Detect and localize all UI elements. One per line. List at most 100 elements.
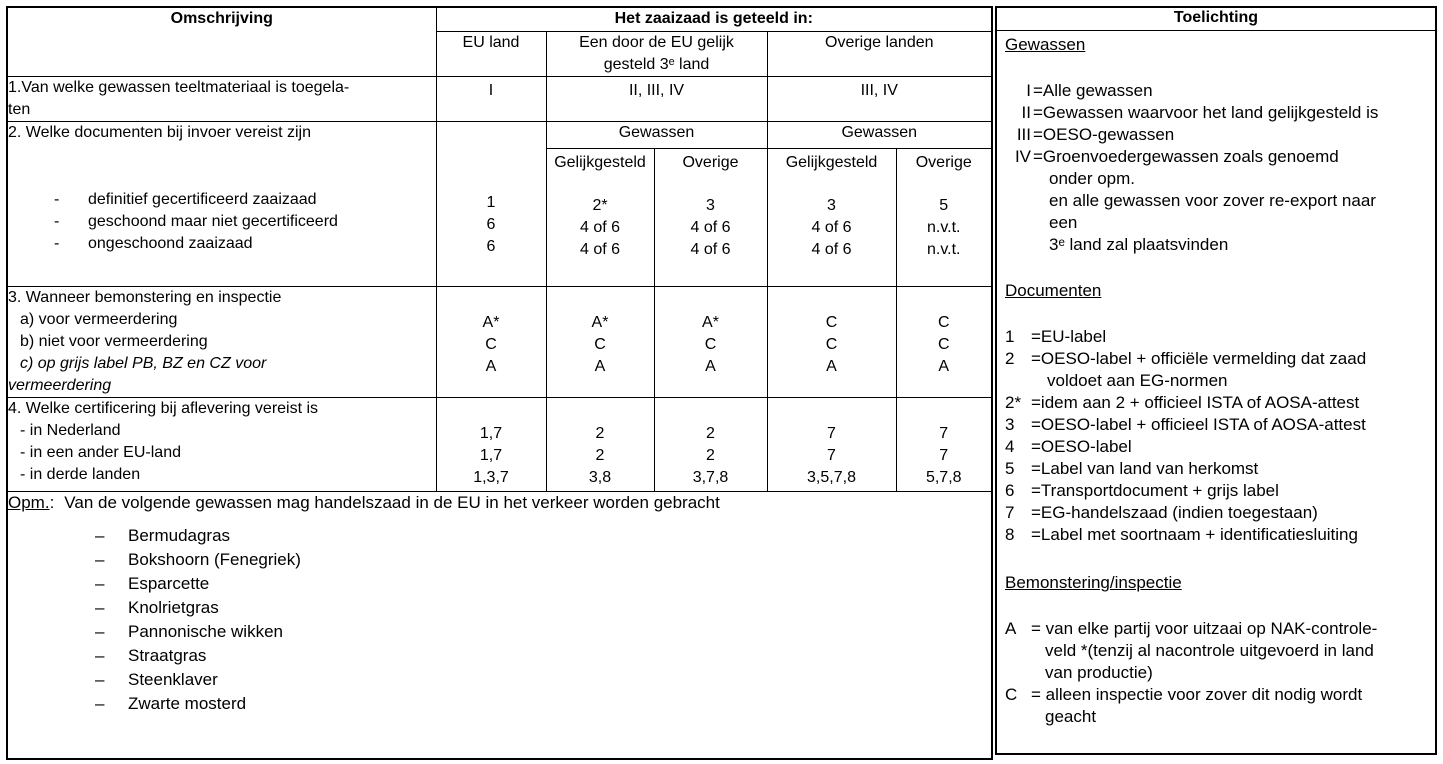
legend-line: 3ᵉ land zal plaatsvinden [1005, 234, 1429, 256]
legend-line: III =OESO-gewassen [1005, 124, 1429, 146]
cell-value: n.v.t. [927, 240, 961, 258]
bemonstering-legend-lines: A = van elke partij voor uitzaai op NAK-c… [1005, 618, 1429, 728]
subheader-gelijkgesteld: Gelijkgesteld [554, 153, 646, 171]
cell-value: 4 of 6 [811, 218, 852, 236]
row2-cell-other-gelijkgesteld: Gelijkgesteld 3 4 of 6 4 of 6 [766, 147, 897, 287]
subheader-gelijkgesteld: Gelijkgesteld [785, 153, 878, 171]
cell-value: A [826, 357, 837, 375]
value-stack: 1,7 1,7 1,3,7 [437, 398, 545, 489]
legend-definition: onder opm. [1049, 169, 1135, 188]
row2-item-label: geschoond maar niet gecertificeerd [88, 212, 338, 230]
row3-value-eu: A* C A [435, 285, 547, 398]
dash-bullet: – [95, 525, 105, 545]
dash-bullet: - [54, 190, 60, 208]
opm-crop-item: – Bokshoorn (Fenegriek) [8, 548, 991, 572]
opm-colon: : [49, 492, 55, 512]
legend-line: 8 =Label met soortnaam + identificatieslu… [1005, 524, 1429, 546]
legend-definition: =EU-label [1031, 327, 1107, 346]
cell-value: C [937, 335, 950, 353]
legend-line: veld *(tenzij al nacontrole uitgevoerd i… [1005, 640, 1429, 662]
row2-cell-other-overige: Overige 5 n.v.t. n.v.t. [895, 147, 993, 287]
opm-crop-item: – Pannonische wikken [8, 620, 991, 644]
row3-lines: a) voor vermeerdering b) niet voor vermee… [8, 309, 435, 397]
description-line: 1.Van welke gewassen teeltmateriaal is t… [8, 78, 350, 96]
legend-line: geacht [1005, 706, 1429, 728]
value-stack: 5 n.v.t. n.v.t. [897, 195, 991, 261]
legend-line: 4 =OESO-label [1005, 436, 1429, 458]
column-header-equivalent-third-country: Een door de EU gelijk gesteld 3ᵉ land [545, 30, 768, 77]
cell-value: 2 [595, 424, 605, 442]
legend-line: I =Alle gewassen [1005, 80, 1429, 102]
cell-value: 6 [486, 215, 496, 233]
subheader-overige: Overige [682, 153, 739, 171]
cell-value: 3 [827, 196, 836, 214]
legend-term [1005, 212, 1031, 234]
legend-definition: =idem aan 2 + officieel ISTA of AOSA-att… [1031, 393, 1360, 412]
legend-term [1005, 190, 1031, 212]
cell-value: A* [482, 313, 500, 331]
row2-cell-equiv-gelijkgesteld: Gelijkgesteld 2* 4 of 6 4 of 6 [545, 147, 655, 287]
value-stack: 7 7 5,7,8 [897, 398, 991, 489]
row1-value-eu: I [435, 75, 547, 122]
dash-bullet: – [95, 669, 105, 689]
row4-title: 4. Welke certificering bij aflevering ve… [8, 399, 319, 417]
crop-name: Bokshoorn (Fenegriek) [128, 549, 301, 569]
row2-title: 2. Welke documenten bij invoer vereist z… [8, 123, 311, 141]
row1-description: 1.Van welke gewassen teeltmateriaal is t… [6, 75, 437, 122]
cell-value: 7 [939, 424, 949, 442]
legend-definition: =Transportdocument + grijs label [1031, 481, 1279, 500]
opm-crop-item: – Knolrietgras [8, 596, 991, 620]
column-header-omschrijving: Omschrijving [6, 6, 437, 77]
cell-value: 7 [827, 446, 836, 464]
cell-value: C [825, 335, 838, 353]
legend-definition: =Gewassen waarvoor het land gelijkgestel… [1033, 103, 1379, 122]
section-heading-documenten: Documenten [1005, 281, 1102, 300]
crop-name: Straatgras [128, 645, 207, 665]
crop-name: Steenklaver [128, 669, 218, 689]
legend-definition: een [1049, 213, 1078, 232]
toelichting-panel: Toelichting Gewassen I =Alle gewassen II =… [995, 6, 1437, 755]
cell-value: 5 [939, 196, 949, 214]
opm-crop-item: – Zwarte mosterd [8, 692, 991, 716]
value-stack: 2* 4 of 6 4 of 6 [547, 195, 653, 261]
cell-value: 1,7 [479, 424, 503, 442]
legend-term: 5 [1005, 459, 1015, 478]
gewassen-header-equivalent: Gewassen [545, 120, 768, 149]
cell-value: 4 of 6 [690, 218, 731, 236]
legend-line: 2* =idem aan 2 + officieel ISTA of AOSA-a… [1005, 392, 1429, 414]
legend-line: IV =Groenvoedergewassen zoals genoemd [1005, 146, 1429, 168]
value-stack: A* C A [437, 287, 545, 378]
opm-label: Opm. [8, 492, 50, 512]
legend-definition: =OESO-label + officiële vermelding dat z… [1031, 349, 1367, 368]
legend-term [1005, 706, 1029, 728]
legend-line: 6 =Transportdocument + grijs label [1005, 480, 1429, 502]
legend-term: 2* [1005, 393, 1022, 412]
legend-line: 5 =Label van land van herkomst [1005, 458, 1429, 480]
legend-line: onder opm. [1005, 168, 1429, 190]
cell-value: 4 of 6 [811, 240, 852, 258]
legend-definition: en alle gewassen voor zover re-export na… [1049, 191, 1376, 210]
description-line: - in derde landen [20, 465, 141, 483]
legend-term: 6 [1005, 481, 1015, 500]
cell-value: 3,5,7,8 [807, 468, 856, 486]
opm-crop-item: – Bermudagras [8, 524, 991, 548]
value-stack: 1 6 6 [437, 122, 545, 258]
cell-value: C [825, 313, 838, 331]
legend-term: A [1005, 619, 1017, 638]
row3-title: 3. Wanneer bemonstering en inspectie [8, 288, 282, 306]
row4-lines: - in Nederland - in een ander EU-land - in… [8, 420, 435, 486]
row4-value-other-gelijkgesteld: 7 7 3,5,7,8 [766, 396, 897, 492]
legend-definition: =Label met soortnaam + identificatieslui… [1031, 525, 1358, 544]
description-line: ten [8, 100, 31, 118]
cell-value: C [704, 335, 717, 353]
opm-crop-list: – Bermudagras – Bokshoorn (Fenegriek) – [8, 524, 991, 716]
opm-crop-item: – Straatgras [8, 644, 991, 668]
row2-item: - definitief gecertificeerd zaaizaad [8, 189, 435, 211]
legend-definition: =Groenvoedergewassen zoals genoemd [1033, 147, 1339, 166]
legend-definition: =Alle gewassen [1033, 81, 1153, 100]
row2-value-eu-cell: 1 6 6 [435, 120, 547, 287]
legend-definition: 3ᵉ land zal plaatsvinden [1049, 235, 1229, 254]
